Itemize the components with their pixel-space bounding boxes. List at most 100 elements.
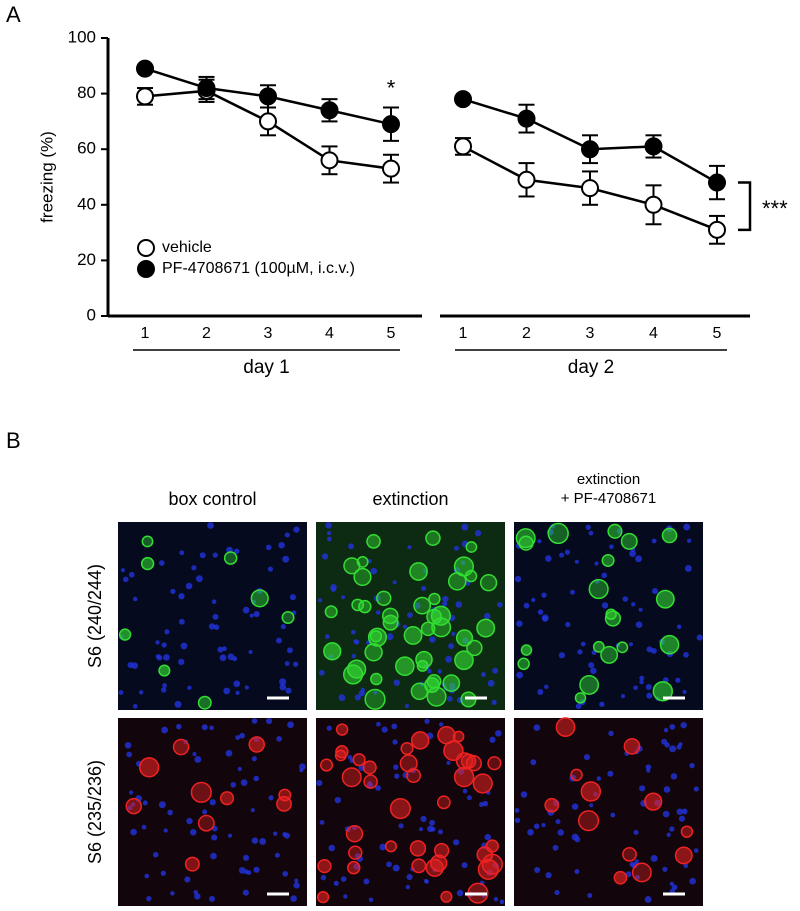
cell [341, 767, 362, 788]
nucleus [480, 672, 486, 678]
panel-label: A [6, 2, 21, 27]
nucleus [666, 832, 671, 837]
nucleus [189, 828, 197, 836]
nucleus [461, 523, 469, 531]
panel-label: B [6, 428, 21, 453]
nucleus [628, 642, 634, 647]
nucleus [132, 596, 138, 602]
nucleus [545, 872, 552, 879]
cell [428, 592, 441, 606]
nucleus [326, 530, 332, 536]
cell [223, 551, 238, 565]
nucleus [235, 690, 240, 695]
nucleus [164, 629, 170, 635]
nucleus [242, 889, 249, 896]
nucleus [461, 862, 468, 869]
nucleus [367, 781, 373, 787]
cell [426, 608, 443, 625]
nucleus [289, 594, 297, 601]
nucleus [126, 751, 133, 758]
nucleus [608, 730, 614, 737]
nucleus [571, 803, 579, 810]
nucleus [552, 844, 559, 851]
nucleus [554, 890, 560, 896]
nucleus [577, 649, 583, 655]
nucleus [407, 545, 412, 550]
nucleus [638, 607, 643, 612]
nucleus [242, 606, 250, 614]
cell [644, 792, 663, 811]
cell [476, 618, 496, 638]
nucleus [499, 899, 505, 905]
nucleus [531, 597, 536, 603]
nucleus [294, 878, 299, 883]
cell [125, 797, 143, 815]
micrograph [118, 522, 307, 710]
nucleus [601, 572, 608, 579]
nucleus [343, 894, 348, 899]
nucleus [259, 837, 267, 845]
nucleus [589, 803, 594, 808]
cell [362, 760, 377, 775]
nucleus [429, 636, 436, 643]
nucleus [162, 683, 167, 688]
nucleus [631, 602, 636, 607]
cell [424, 677, 440, 694]
nucleus [234, 548, 240, 554]
nucleus [219, 654, 227, 662]
nucleus [405, 884, 411, 890]
cell [555, 717, 576, 737]
cell [409, 562, 428, 581]
nucleus [209, 725, 214, 731]
y-tick-label: 80 [77, 83, 96, 102]
nucleus [544, 684, 549, 690]
nucleus [445, 655, 453, 663]
nucleus [407, 612, 413, 618]
nucleus [211, 834, 218, 841]
nucleus [583, 754, 591, 761]
nucleus [285, 687, 292, 694]
cell [577, 810, 600, 832]
cell [466, 639, 483, 657]
cell [118, 628, 132, 641]
nucleus [251, 718, 258, 724]
nucleus [194, 756, 202, 763]
nucleus [217, 646, 224, 653]
nucleus [669, 723, 676, 730]
nucleus [650, 854, 658, 862]
nucleus [402, 624, 408, 630]
nucleus [523, 602, 530, 609]
cell [172, 738, 190, 756]
nucleus [179, 550, 185, 556]
marker [320, 101, 339, 120]
nucleus [442, 601, 448, 607]
nucleus [693, 786, 699, 792]
nucleus [533, 724, 541, 731]
nucleus [373, 690, 378, 695]
nucleus [392, 864, 400, 872]
nucleus [233, 680, 241, 688]
nucleus [437, 669, 442, 674]
nucleus [495, 730, 502, 737]
nucleus [244, 685, 249, 690]
nucleus [130, 828, 137, 836]
cell [655, 589, 675, 609]
cell [661, 527, 678, 544]
marker [454, 137, 472, 156]
nucleus [484, 833, 492, 841]
nucleus [590, 667, 597, 675]
nucleus [398, 823, 404, 829]
nucleus [620, 694, 626, 699]
nucleus [484, 612, 491, 620]
nucleus [683, 651, 689, 658]
nucleus [178, 593, 185, 600]
nucleus [599, 701, 605, 707]
nucleus [158, 560, 165, 566]
nucleus [497, 601, 503, 608]
nucleus [393, 764, 399, 770]
nucleus [347, 754, 353, 760]
cell [601, 553, 615, 567]
nucleus [319, 669, 325, 676]
cell [465, 541, 478, 553]
nucleus [520, 791, 528, 798]
